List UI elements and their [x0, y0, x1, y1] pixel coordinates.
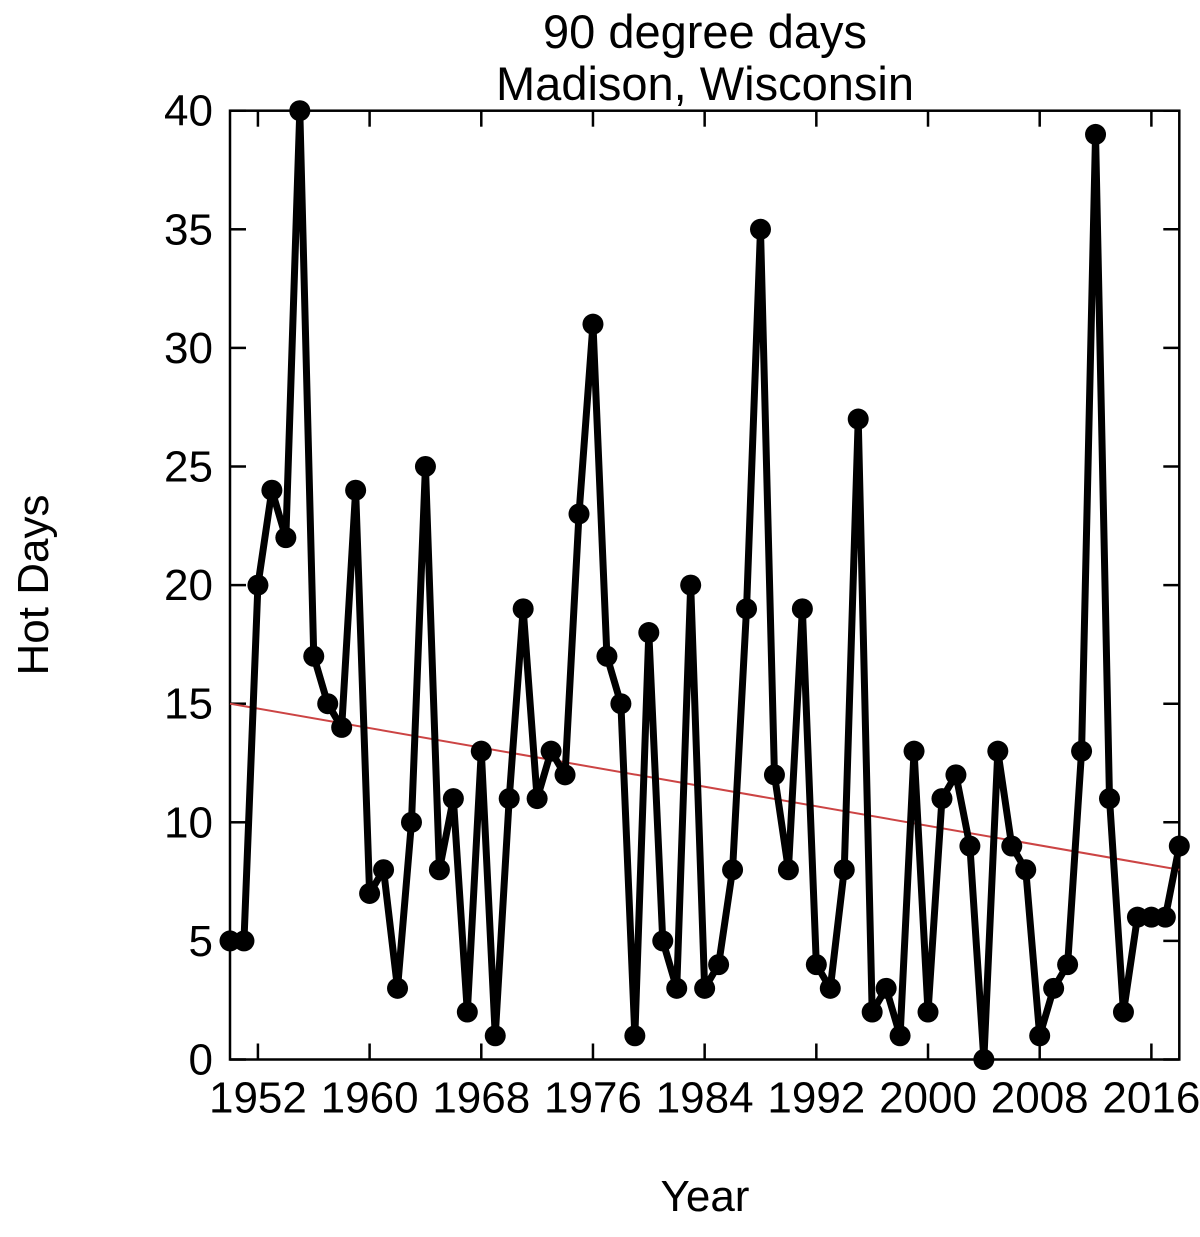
data-point [638, 622, 660, 644]
data-point [722, 859, 744, 881]
x-tick-label: 2016 [1102, 1074, 1200, 1123]
x-tick-label: 1992 [767, 1074, 865, 1123]
data-point [805, 954, 827, 976]
data-point [903, 740, 925, 762]
data-point [861, 1001, 883, 1023]
y-tick-label: 25 [164, 443, 213, 492]
data-point [484, 1025, 506, 1047]
data-point [652, 930, 674, 952]
data-point [1015, 859, 1037, 881]
data-point [694, 977, 716, 999]
x-tick-label: 1984 [656, 1074, 754, 1123]
data-point [987, 740, 1009, 762]
data-point [540, 740, 562, 762]
data-point [1029, 1025, 1051, 1047]
data-point [400, 811, 422, 833]
data-point [233, 930, 255, 952]
y-tick-label: 35 [164, 205, 213, 254]
data-point [875, 977, 897, 999]
data-point [819, 977, 841, 999]
data-point [247, 574, 269, 596]
data-point [1057, 954, 1079, 976]
data-point [498, 788, 520, 810]
data-point [791, 598, 813, 620]
data-point [275, 527, 297, 549]
y-tick-label: 5 [189, 917, 213, 966]
data-point [1168, 835, 1190, 857]
data-point [833, 859, 855, 881]
data-point [945, 764, 967, 786]
data-point [666, 977, 688, 999]
data-point [763, 764, 785, 786]
data-point [470, 740, 492, 762]
data-point [303, 645, 325, 667]
x-tick-label: 1968 [432, 1074, 530, 1123]
data-point [959, 835, 981, 857]
x-tick-label: 1976 [544, 1074, 642, 1123]
data-point [331, 716, 353, 738]
data-point [624, 1025, 646, 1047]
data-point [582, 313, 604, 335]
data-point [414, 456, 436, 477]
data-point [889, 1025, 911, 1047]
data-line [226, 107, 1183, 1063]
data-point [554, 764, 576, 786]
x-tick-label: 2008 [991, 1074, 1089, 1123]
data-point [512, 598, 534, 620]
data-point [749, 218, 771, 240]
y-tick-label: 10 [164, 798, 213, 847]
data-point [373, 859, 395, 881]
data-point [289, 100, 311, 122]
data-point [261, 479, 283, 501]
data-point [387, 977, 409, 999]
x-tick-label: 2000 [879, 1074, 977, 1123]
data-point [847, 408, 869, 430]
data-point [359, 882, 381, 904]
data-point [442, 788, 464, 810]
data-point [917, 1001, 939, 1023]
data-point [526, 788, 548, 810]
data-point [1071, 740, 1093, 762]
data-point [708, 954, 730, 976]
data-point [456, 1001, 478, 1023]
y-tick-label: 20 [164, 561, 213, 610]
data-point [345, 479, 367, 501]
x-tick-label: 1952 [209, 1074, 307, 1123]
data-point [1154, 906, 1176, 928]
data-point [317, 693, 339, 715]
data-point [736, 598, 758, 620]
data-point [931, 788, 953, 810]
data-point [1098, 788, 1120, 810]
trend-line [229, 702, 1180, 871]
x-tick-label: 1960 [321, 1074, 419, 1123]
data-point [428, 859, 450, 881]
data-point [680, 574, 702, 596]
y-tick-label: 15 [164, 680, 213, 729]
data-point [973, 1049, 995, 1070]
data-point [1085, 123, 1107, 145]
y-tick-label: 30 [164, 324, 213, 373]
data-point [1001, 835, 1023, 857]
data-point [1112, 1001, 1134, 1023]
y-tick-label: 0 [189, 1036, 213, 1085]
data-point [777, 859, 799, 881]
data-point [610, 693, 632, 715]
data-point [568, 503, 590, 525]
data-point [1043, 977, 1065, 999]
y-tick-label: 40 [164, 87, 213, 136]
data-point [596, 645, 618, 667]
